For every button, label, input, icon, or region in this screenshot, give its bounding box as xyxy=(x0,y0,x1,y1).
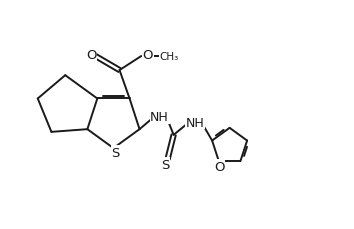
Text: O: O xyxy=(214,160,225,173)
Text: NH: NH xyxy=(185,116,204,129)
Text: O: O xyxy=(86,49,96,62)
Text: S: S xyxy=(112,146,120,159)
Text: O: O xyxy=(142,49,153,62)
Text: S: S xyxy=(161,158,170,171)
Text: CH₃: CH₃ xyxy=(159,52,179,62)
Text: NH: NH xyxy=(150,110,169,123)
